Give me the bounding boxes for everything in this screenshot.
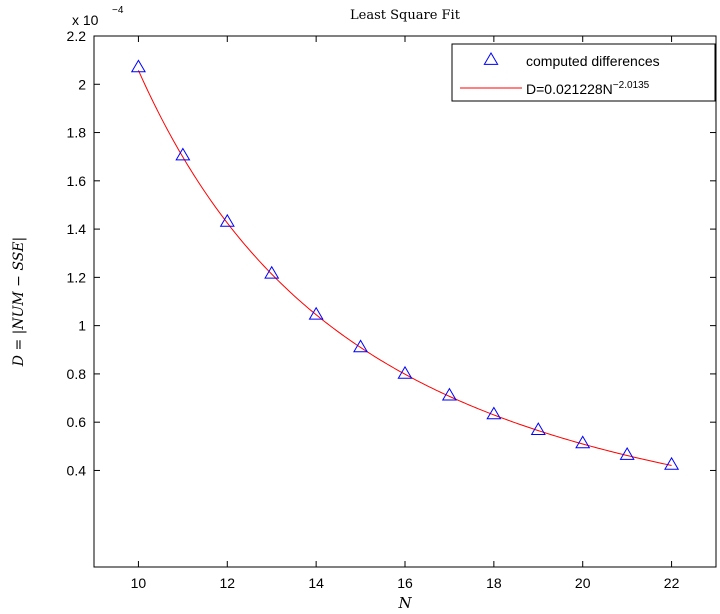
x-tick-label: 20 [575, 575, 591, 591]
fit-curve [137, 70, 672, 466]
data-point-triangle [486, 406, 502, 420]
legend-label-computed-differences: computed differences [526, 53, 660, 69]
data-point-triangle [575, 435, 591, 449]
y-tick-label: 1 [78, 318, 86, 334]
x-tick-label: 10 [131, 575, 147, 591]
plot-area [93, 35, 717, 568]
y-tick-label: 0.8 [67, 366, 87, 382]
series-layer [130, 59, 680, 470]
data-point-triangle [664, 456, 680, 470]
data-point-triangle [397, 365, 413, 379]
y-tick-label: 0.6 [67, 414, 87, 430]
x-axis-ticks: 10 12 14 16 18 20 22 [131, 36, 680, 591]
y-multiplier-exponent: −4 [112, 5, 124, 16]
y-tick-label: 0.4 [67, 462, 87, 478]
y-tick-label: 1.6 [67, 173, 87, 189]
y-tick-label: 1.8 [67, 125, 87, 141]
data-point-triangle [130, 59, 146, 73]
data-point-triangle [219, 213, 235, 227]
x-tick-label: 14 [308, 575, 324, 591]
x-tick-label: 22 [664, 575, 680, 591]
data-point-triangle [264, 265, 280, 279]
legend-box [451, 43, 716, 102]
y-axis-label: D = |NUM − SSE| [11, 237, 27, 367]
legend-label-fit: D=0.021228N−2.0135 [526, 80, 650, 97]
chart-title: Least Square Fit [350, 8, 461, 23]
y-axis-ticks: 0.4 0.6 0.8 1 1.2 1.4 1.6 1.8 2 2.2 [67, 28, 716, 478]
x-tick-label: 12 [219, 575, 235, 591]
x-tick-label: 18 [486, 575, 502, 591]
y-tick-label: 1.2 [67, 269, 87, 285]
x-axis-label: N [397, 594, 412, 612]
data-point-triangle [530, 422, 546, 435]
legend-fit-exponent: −2.0135 [613, 80, 650, 91]
data-point-triangle [441, 387, 457, 401]
data-point-triangle [619, 447, 635, 460]
x-tick-label: 16 [397, 575, 413, 591]
data-point-triangle [353, 339, 369, 353]
y-axis-multiplier: x 10 −4 [72, 5, 124, 28]
y-tick-label: 1.4 [67, 221, 87, 237]
data-point-triangle [308, 306, 324, 320]
y-tick-label: 2.2 [67, 28, 87, 44]
legend-triangle-marker [483, 52, 499, 65]
y-multiplier-base: x 10 [72, 12, 99, 28]
data-point-triangle [175, 147, 191, 161]
legend: computed differences D=0.021228N−2.0135 [451, 43, 716, 102]
legend-fit-base: D=0.021228N [526, 81, 613, 97]
y-tick-label: 2 [78, 76, 86, 92]
